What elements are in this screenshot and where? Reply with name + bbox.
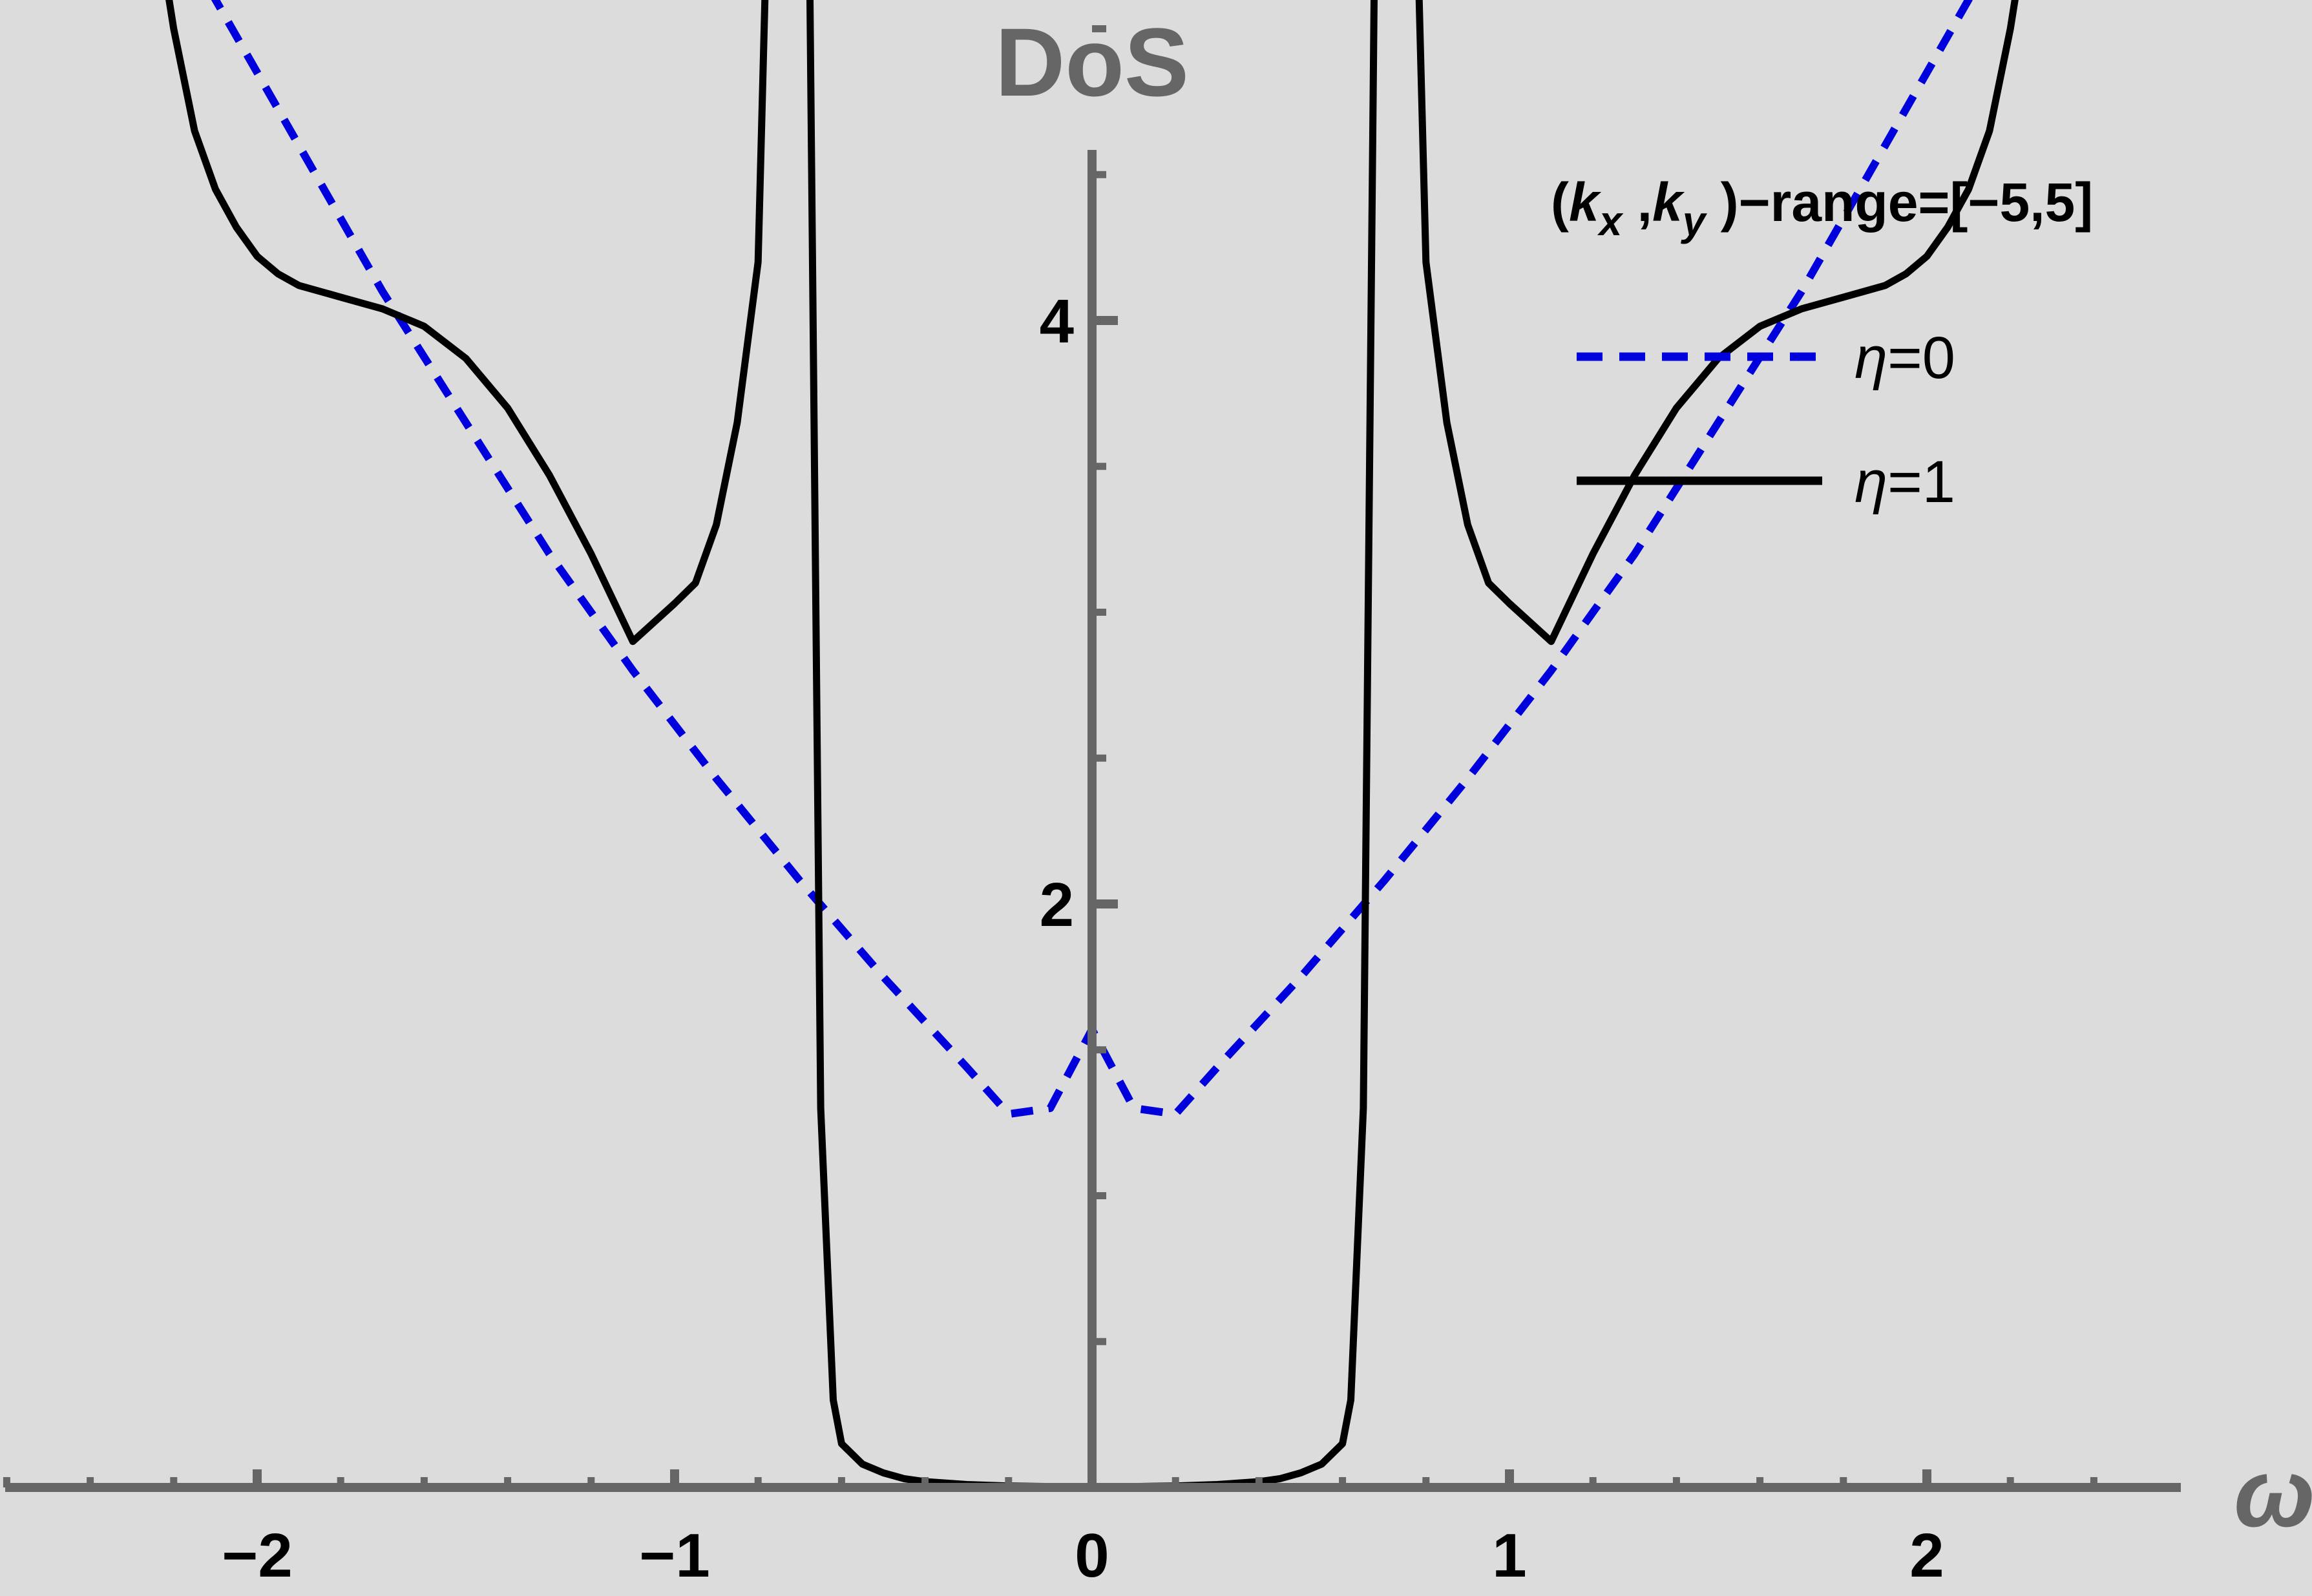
legend-title-open: ( [1551,172,1569,233]
legend-title-range: )−range=[−5,5] [1705,172,2093,233]
y-tick-label: 2 [1040,870,1074,940]
x-tick-label: −1 [639,1521,709,1590]
legend-label-eta0: η=0 [1855,325,1955,391]
legend-title-ky: k [1652,172,1685,233]
legend-title-ky-sub: y [1681,198,1708,244]
legend-title-kx-sub: x [1597,198,1624,244]
legend-title: (kx ,ky )−range=[−5,5] [1551,172,2093,244]
y-axis-title: DoS [995,8,1189,116]
x-tick-label: 1 [1492,1521,1526,1590]
legend-title-comma: , [1622,172,1652,233]
x-tick-label: 2 [1909,1521,1944,1590]
x-axis-title: ω [2234,1438,2312,1547]
x-tick-label: −2 [222,1521,292,1590]
x-tick-label: 0 [1075,1521,1109,1590]
y-tick-label: 4 [1040,287,1074,356]
legend-label-eta1: η=1 [1855,449,1955,515]
legend-title-kx: k [1569,172,1602,233]
axes-layer: −2−10122468 [3,25,2181,1590]
legend: (kx ,ky )−range=[−5,5] η=0 η=1 [1551,172,2093,515]
